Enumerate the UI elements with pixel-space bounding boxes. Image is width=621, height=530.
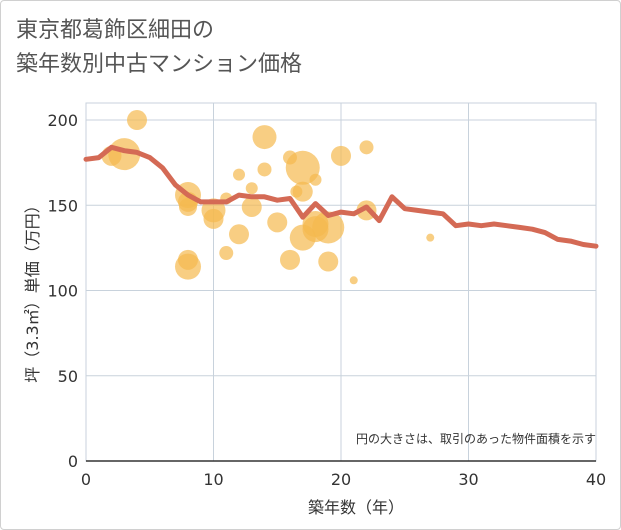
x-tick-label: 10	[203, 470, 223, 489]
y-tick-label: 100	[47, 282, 78, 301]
y-tick-label: 150	[47, 196, 78, 215]
bubble-layer	[101, 110, 435, 285]
chart-title-line2: 築年数別中古マンション価格	[16, 52, 303, 77]
y-tick-label: 200	[47, 111, 78, 130]
bubble	[280, 249, 300, 270]
chart-title-line1: 東京都葛飾区細田の	[16, 18, 215, 43]
y-tick-label: 50	[58, 367, 78, 386]
bubble	[312, 211, 345, 244]
bubble	[349, 276, 358, 285]
x-tick-label: 20	[331, 470, 351, 489]
trend-line	[83, 144, 599, 249]
bubble	[175, 253, 201, 280]
x-axis-title: 築年数（年）	[308, 498, 404, 517]
bubble	[359, 140, 374, 155]
bubble	[229, 224, 249, 245]
bubble	[267, 212, 288, 233]
bubble	[309, 173, 322, 186]
bubble	[426, 233, 435, 242]
size-annotation: 円の大きさは、取引のあった物件面積を示す	[356, 431, 596, 446]
bubble	[245, 182, 258, 195]
chart-title: 東京都葛飾区細田の 築年数別中古マンション価格	[16, 14, 302, 82]
y-tick-label: 0	[68, 452, 78, 471]
x-tick-label: 30	[458, 470, 478, 489]
x-tick-label: 0	[81, 470, 91, 489]
bubble	[331, 145, 351, 166]
bubble	[318, 251, 339, 272]
bubble	[179, 197, 197, 216]
bubble	[257, 162, 272, 177]
x-tick-label: 40	[586, 470, 606, 489]
bubble	[241, 196, 262, 217]
bubble	[219, 246, 234, 261]
x-tick-labels: 0 10 20 30 40	[81, 470, 606, 489]
y-axis-title: 坪（3.3㎡）単価（万円）	[23, 197, 42, 382]
bubble	[292, 181, 313, 202]
bubble	[127, 110, 147, 131]
bubble	[233, 168, 245, 181]
trend-layer	[83, 144, 599, 249]
bubble	[203, 208, 224, 229]
bubble	[252, 125, 277, 150]
y-tick-labels: 0 50 100 150 200	[47, 111, 78, 471]
